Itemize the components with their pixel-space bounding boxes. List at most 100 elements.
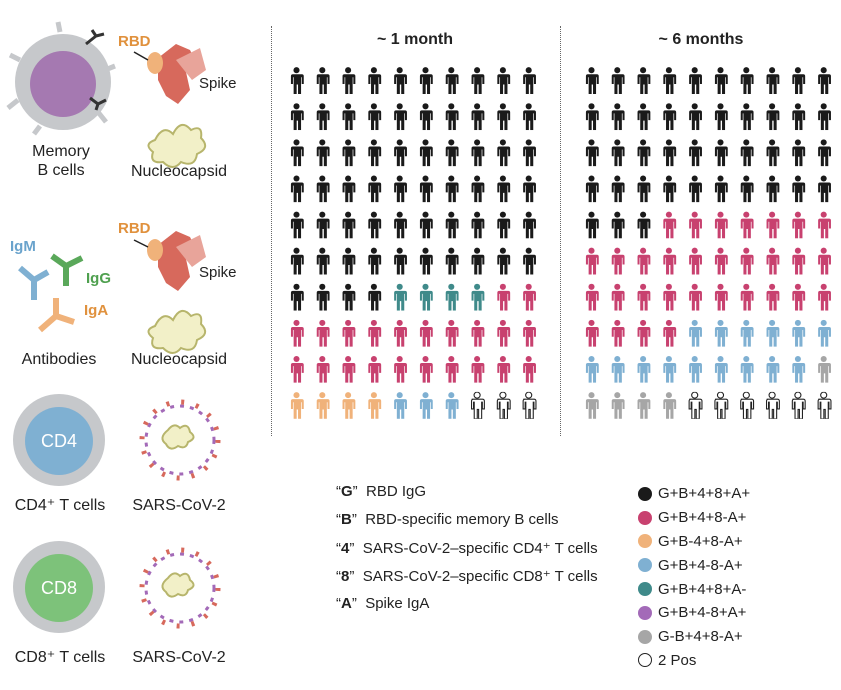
nucleocapsid-icon [147,123,207,168]
antibodies-label: Antibodies [21,351,97,368]
month6-people-grid [585,67,832,419]
key-row: “8” SARS-CoV-2–specific CD8⁺ T cells [336,568,598,585]
person-icon [368,392,382,419]
key-desc: Spike IgA [365,595,430,612]
person-icon [316,175,330,203]
person-icon [585,67,599,94]
person-icon [689,103,702,131]
person-icon [497,211,511,239]
person-icon [497,103,511,131]
person-icon [394,392,407,419]
person-icon [611,139,625,167]
person-icon [818,103,831,131]
cd4-t-cells-label: CD4⁺ T cells [14,497,106,514]
person-icon [637,67,651,94]
person-icon [445,319,459,347]
person-icon [419,211,433,239]
person-icon [290,67,304,94]
person-icon [688,391,703,419]
person-icon [419,175,433,203]
person-icon [818,175,831,203]
person-icon [792,211,806,239]
person-icon [740,103,754,131]
person-icon [663,247,677,275]
spike-protein-icon [133,44,206,104]
person-icon [663,67,677,94]
person-icon [316,283,330,311]
color-legend: G+B+4+8+A+ G+B+4+8-A+ G+B-4+8-A+ G+B+4-8… [638,482,750,672]
legend-item: G+B+4-8+A+ [638,601,750,625]
person-icon [419,103,433,131]
person-icon [471,319,485,347]
person-icon [637,211,651,239]
person-icon [611,103,625,131]
person-icon [663,103,677,131]
person-icon [740,175,754,203]
legend-label: G+B+4+8+A+ [658,485,751,503]
person-icon [496,391,511,419]
person-icon [714,355,728,383]
legend-item: G+B-4+8-A+ [638,530,750,554]
person-icon [316,247,330,275]
person-icon [818,247,831,275]
person-icon [445,175,459,203]
person-icon [689,283,702,311]
key-desc: RBD IgG [366,483,427,500]
spike-protein-icon-2 [133,231,206,291]
person-icon [663,175,677,203]
person-icon [445,139,459,167]
person-icon [585,139,599,167]
spike-label-2: Spike [199,264,237,281]
person-icon [445,67,459,94]
person-icon [497,355,511,383]
person-icon [663,283,677,311]
person-icon [445,103,459,131]
legend-dot-icon [638,629,652,644]
person-icon [689,355,702,383]
rbd-label: RBD [118,33,151,50]
person-icon [792,247,806,275]
person-icon [394,103,407,131]
person-icon [766,139,780,167]
person-icon [368,355,382,383]
person-icon [585,319,599,347]
person-icon [290,283,304,311]
person-icon [792,175,806,203]
person-icon [523,211,536,239]
person-icon [290,175,304,203]
person-icon [637,319,651,347]
key-desc: SARS-CoV-2–specific CD4⁺ T cells [362,540,598,557]
legend-item: G+B+4-8-A+ [638,553,750,577]
person-icon [792,103,806,131]
legend-item: G+B+4+8+A- [638,577,750,601]
key-code: A [341,595,352,612]
person-icon [316,392,330,419]
legend-label: G+B+4-8+A+ [658,604,747,622]
person-icon [497,283,511,311]
person-icon [290,392,304,419]
person-icon [714,67,728,94]
person-icon [818,283,831,311]
person-icon [585,392,599,419]
person-icon [792,283,806,311]
person-icon [791,391,806,419]
person-icon [740,211,754,239]
sars-cov-2-label-2: SARS-CoV-2 [132,649,226,666]
person-icon [394,67,407,94]
person-icon [316,355,330,383]
key-code: G [341,483,353,500]
person-icon [368,139,382,167]
key-code: 8 [341,568,350,585]
person-icon [611,392,625,419]
person-icon [368,175,382,203]
month1-title: ~ 1 month [376,31,453,48]
person-icon [316,67,330,94]
memory-b-cell-icon [6,21,116,136]
person-icon [342,67,356,94]
person-icon [523,355,536,383]
person-icon [342,355,356,383]
person-icon [342,319,356,347]
legend-dot-icon [638,558,652,573]
person-icon [765,391,780,419]
person-icon [342,103,356,131]
